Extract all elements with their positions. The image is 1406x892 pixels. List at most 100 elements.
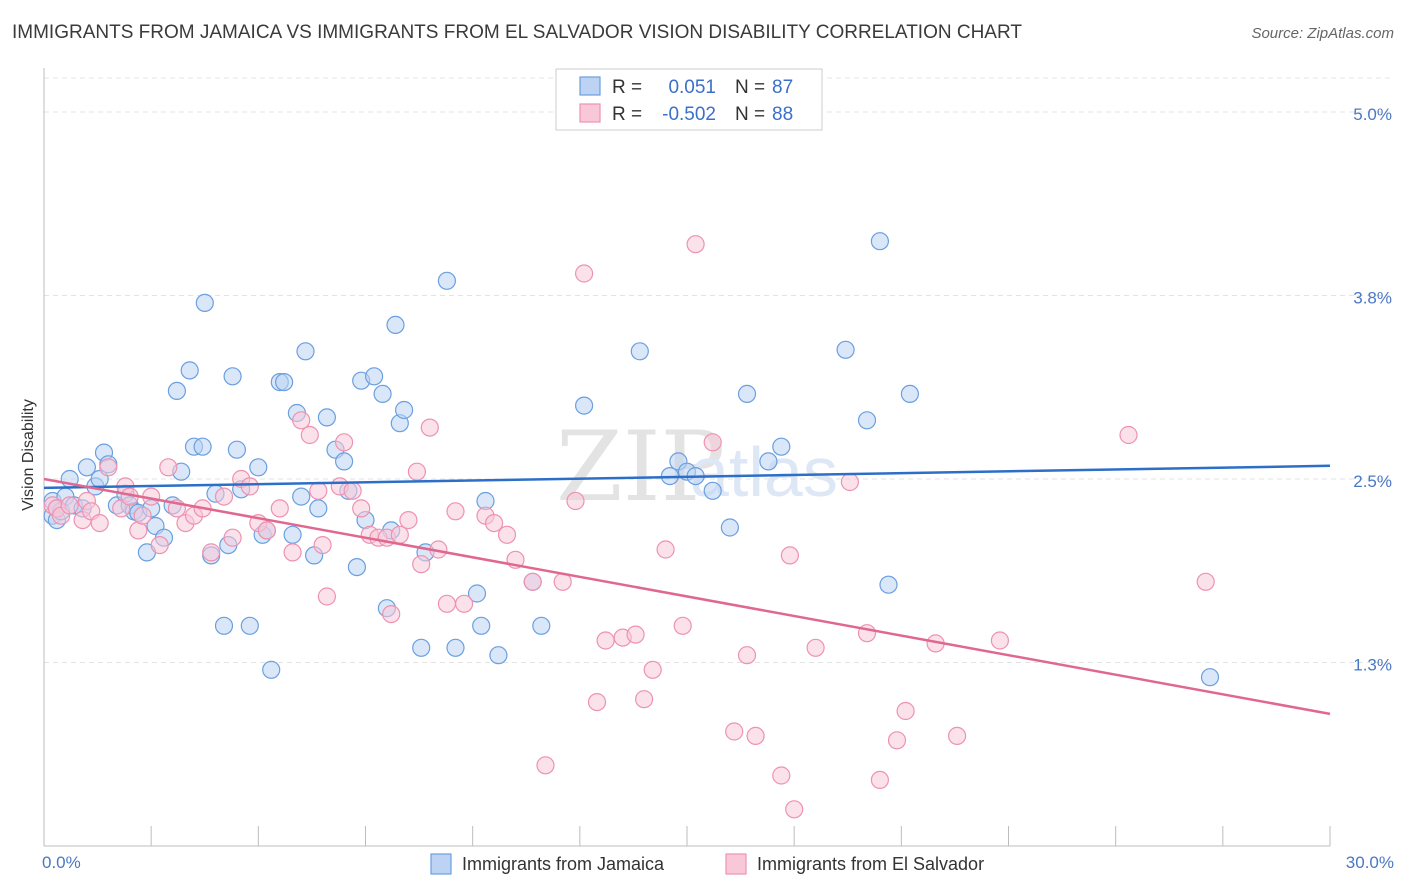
point-el-salvador-66 — [673, 616, 692, 635]
point-jamaica-65 — [437, 271, 456, 290]
point-jamaica-88 — [900, 384, 920, 403]
point-el-salvador-46 — [412, 555, 431, 574]
bottom-legend-swatch-jamaica — [430, 853, 452, 875]
point-el-salvador-56 — [523, 572, 542, 591]
point-el-salvador-68 — [703, 433, 722, 452]
bottom-legend-label-el-salvador: Immigrants from El Salvador — [757, 854, 984, 874]
point-el-salvador-37 — [343, 481, 362, 500]
point-jamaica-68 — [472, 616, 491, 635]
point-el-salvador-73 — [785, 800, 804, 819]
x-tick-label-min: 0.0% — [42, 853, 81, 872]
point-el-salvador-32 — [309, 481, 328, 500]
point-jamaica-84 — [836, 340, 855, 359]
point-jamaica-81 — [737, 384, 757, 403]
point-el-salvador-82 — [1119, 425, 1138, 445]
legend-r-value-el-salvador: -0.502 — [662, 104, 716, 125]
legend-swatch-el-salvador — [579, 103, 601, 123]
y-axis-label: Vision Disability — [20, 399, 37, 511]
point-el-salvador-79 — [896, 701, 915, 721]
trend-line-jamaica — [43, 464, 1331, 490]
point-el-salvador-16 — [159, 458, 178, 477]
point-el-salvador-3 — [60, 496, 79, 515]
point-jamaica-34 — [223, 367, 242, 386]
point-jamaica-24 — [167, 381, 186, 400]
point-el-salvador-57 — [536, 756, 555, 775]
point-el-salvador-30 — [292, 411, 311, 430]
point-el-salvador-86 — [587, 692, 607, 712]
point-el-salvador-85 — [725, 722, 744, 741]
point-jamaica-86 — [870, 232, 890, 251]
y-tick-labels: 1.3% 2.5% 3.8% 5.0% — [1353, 105, 1392, 674]
point-el-salvador-42 — [382, 604, 401, 624]
point-jamaica-52 — [335, 452, 354, 471]
point-jamaica-37 — [240, 616, 259, 635]
chart-source: Source: ZipAtlas.com — [1251, 25, 1394, 42]
point-jamaica-28 — [193, 437, 212, 456]
point-jamaica-79 — [703, 481, 722, 500]
point-el-salvador-15 — [150, 535, 169, 555]
point-jamaica-73 — [574, 396, 594, 415]
point-jamaica-72 — [532, 616, 551, 635]
point-jamaica-38 — [249, 458, 268, 477]
point-el-salvador-25 — [240, 477, 259, 496]
point-jamaica-50 — [317, 408, 336, 427]
point-el-salvador-33 — [313, 535, 332, 555]
point-el-salvador-78 — [887, 731, 907, 750]
point-el-salvador-69 — [737, 646, 757, 665]
x-tick-marks — [43, 826, 1331, 846]
point-jamaica-54 — [347, 557, 366, 577]
point-jamaica-32 — [214, 616, 234, 635]
series-legend: Immigrants from Jamaica Immigrants from … — [430, 853, 984, 875]
legend-n-label-el-salvador: N = — [735, 104, 765, 125]
point-el-salvador-65 — [656, 540, 675, 559]
point-jamaica-83 — [772, 437, 791, 456]
point-jamaica-47 — [296, 342, 315, 361]
point-el-salvador-61 — [596, 631, 615, 650]
point-el-salvador-31 — [300, 425, 319, 445]
point-el-salvador-84 — [634, 690, 654, 709]
point-el-salvador-34 — [317, 587, 336, 606]
watermark-zip: ZIP — [556, 411, 725, 523]
point-el-salvador-36 — [335, 433, 354, 452]
point-el-salvador-22 — [214, 487, 234, 506]
point-jamaica-67 — [467, 584, 487, 603]
point-el-salvador-38 — [352, 499, 371, 518]
point-el-salvador-60 — [574, 264, 594, 283]
point-el-salvador-27 — [257, 521, 276, 540]
point-jamaica-87 — [879, 575, 898, 594]
legend-r-value-jamaica: 0.051 — [668, 77, 716, 98]
chart-title: IMMIGRANTS FROM JAMAICA VS IMMIGRANTS FR… — [12, 22, 1022, 43]
legend-swatch-jamaica — [579, 76, 601, 96]
point-el-salvador-81 — [990, 631, 1010, 650]
point-el-salvador-28 — [270, 499, 289, 518]
point-el-salvador-43 — [390, 525, 409, 544]
point-jamaica-58 — [373, 384, 392, 403]
point-el-salvador-29 — [283, 543, 302, 562]
point-el-salvador-71 — [772, 766, 791, 785]
y-tick-label-0: 1.3% — [1353, 656, 1392, 675]
point-jamaica-35 — [227, 440, 246, 459]
point-jamaica-74 — [630, 342, 649, 361]
point-jamaica-46 — [292, 487, 311, 506]
legend-n-label-jamaica: N = — [735, 77, 765, 98]
point-el-salvador-72 — [780, 546, 800, 565]
point-jamaica-66 — [446, 638, 465, 657]
point-jamaica-89 — [1200, 668, 1220, 687]
point-jamaica-49 — [309, 499, 328, 518]
point-jamaica-26 — [180, 361, 199, 380]
point-jamaica-61 — [386, 315, 405, 334]
point-jamaica-70 — [489, 646, 508, 665]
point-el-salvador-23 — [223, 528, 242, 547]
y-tick-label-3: 5.0% — [1353, 105, 1392, 124]
legend-r-label-el-salvador: R = — [612, 104, 642, 125]
point-jamaica-80 — [720, 518, 740, 537]
y-tick-label-2: 3.8% — [1353, 289, 1392, 308]
point-el-salvador-21 — [202, 543, 221, 562]
point-el-salvador-77 — [870, 770, 890, 790]
point-jamaica-64 — [412, 638, 431, 657]
point-jamaica-85 — [857, 411, 877, 430]
point-jamaica-57 — [365, 367, 384, 386]
legend-r-label-jamaica: R = — [612, 77, 642, 98]
point-jamaica-43 — [275, 373, 294, 392]
